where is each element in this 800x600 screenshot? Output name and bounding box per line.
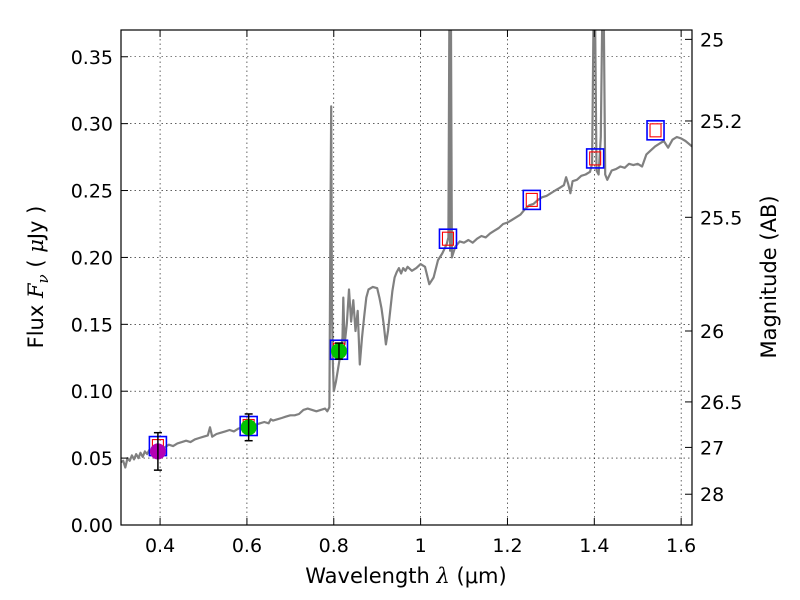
- model-band-inner-box: [441, 231, 455, 246]
- x-axis-label: Wavelength λ (μm): [305, 564, 506, 588]
- y-axis-label: Flux Fν ( μJy ): [24, 206, 52, 349]
- model-band-box: [585, 148, 605, 169]
- y2-tick-label: 25.5: [700, 207, 742, 229]
- y-tick-label: 0.10: [71, 381, 113, 403]
- y2-tick-label: 27: [700, 437, 724, 459]
- model-spectrum-line: [121, 30, 692, 469]
- y-tick-label: 0.05: [71, 448, 113, 470]
- y-tick-label: 0.00: [71, 515, 113, 537]
- y2-tick-label: 26.5: [700, 392, 742, 414]
- y2-tick-label: 28: [700, 484, 724, 506]
- y2-tick-label: 25.2: [700, 111, 742, 133]
- model-band-inner-box: [525, 192, 538, 207]
- model-band-box: [522, 189, 542, 211]
- y-tick-label: 0.20: [71, 247, 113, 269]
- x-tick-label: 0.8: [319, 535, 349, 557]
- axis-ticks: 0.4 0.6 0.8 1 1.2 1.4 1.6 0.00 0.05 0.10 0.15 0.20 0…: [71, 29, 743, 557]
- y2-axis-label: Magnitude (AB): [757, 195, 781, 358]
- model-band-inner-box: [589, 151, 602, 166]
- x-tick-label: 0.4: [145, 535, 175, 557]
- x-tick-label: 1.2: [492, 535, 522, 557]
- y2-tick-label: 26: [700, 321, 724, 343]
- series-layer: [121, 30, 692, 469]
- grid-lines: [121, 30, 692, 525]
- y-tick-label: 0.30: [71, 114, 113, 136]
- y2-tick-label: 25: [700, 29, 724, 51]
- model-band-box: [438, 228, 458, 250]
- x-tick-label: 1: [415, 535, 427, 557]
- markers-layer: [148, 120, 665, 471]
- y-tick-label: 0.25: [71, 181, 113, 203]
- x-tick-label: 1.4: [579, 535, 609, 557]
- y-tick-label: 0.15: [71, 314, 113, 336]
- model-band-inner-box: [649, 123, 662, 138]
- model-band-box: [646, 120, 665, 141]
- x-tick-label: 1.6: [666, 535, 696, 557]
- x-tick-label: 0.6: [232, 535, 262, 557]
- y-tick-label: 0.35: [71, 47, 113, 69]
- plot-frame: [120, 29, 693, 526]
